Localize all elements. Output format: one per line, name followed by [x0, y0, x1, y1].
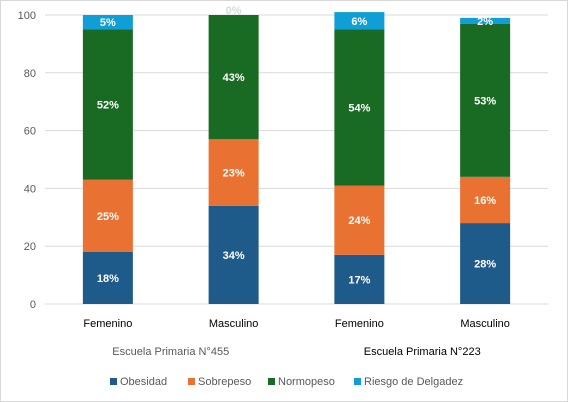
data-label: 6%: [351, 16, 367, 28]
legend-swatch: [354, 378, 361, 385]
bar-obesidad-1: [208, 205, 259, 304]
x-category-label: Femenino: [335, 318, 384, 330]
bar-riesgo-de-delgadez-0: [82, 15, 133, 30]
y-tick-label: 40: [24, 183, 36, 195]
legend-label: Obesidad: [120, 376, 167, 388]
bar-riesgo-de-delgadez-3: [460, 17, 511, 24]
y-tick-label: 0: [30, 299, 36, 311]
data-label: 52%: [97, 100, 119, 112]
bars: [82, 12, 511, 304]
legend-label: Sobrepeso: [198, 376, 251, 388]
y-tick-label: 60: [24, 126, 36, 138]
bar-obesidad-3: [460, 223, 511, 304]
legend-swatch: [268, 378, 275, 385]
bar-normopeso-1: [208, 15, 259, 140]
legend: Obesidad Sobrepeso Normopeso Riesgo de Delg…: [110, 376, 463, 388]
legend-swatch: [110, 378, 117, 385]
data-label: 17%: [348, 274, 370, 286]
legend-label: Riesgo de Delgadez: [364, 376, 463, 388]
x-axis-categories: Femenino Masculino Femenino Masculino: [83, 318, 509, 330]
bar-normopeso-0: [82, 29, 133, 180]
data-label: 0%: [226, 5, 242, 17]
y-axis-ticks: 0 20 40 60 80 100: [18, 10, 36, 311]
data-label: 2%: [477, 16, 493, 28]
data-label: 28%: [474, 259, 496, 271]
x-group-label: Escuela Primaria N°223: [364, 346, 481, 358]
data-label: 53%: [474, 95, 496, 107]
bar-obesidad-0: [82, 251, 133, 304]
bar-normopeso-2: [334, 29, 385, 186]
data-label: 5%: [100, 17, 116, 29]
bar-sobrepeso-2: [334, 185, 385, 255]
x-category-label: Masculino: [209, 318, 259, 330]
bar-sobrepeso-1: [208, 139, 259, 206]
data-label: 24%: [348, 215, 370, 227]
data-label: 16%: [474, 195, 496, 207]
y-tick-label: 80: [24, 68, 36, 80]
data-label: 23%: [223, 168, 245, 180]
bar-sobrepeso-3: [460, 176, 511, 224]
bar-normopeso-3: [460, 23, 511, 177]
legend-swatch: [188, 378, 195, 385]
data-label: 34%: [223, 250, 245, 262]
x-category-label: Femenino: [83, 318, 132, 330]
y-tick-label: 20: [24, 241, 36, 253]
data-label: 18%: [97, 273, 119, 285]
data-label: 54%: [348, 102, 370, 114]
data-label: 25%: [97, 211, 119, 223]
legend-label: Normopeso: [278, 376, 335, 388]
data-label: 43%: [223, 72, 245, 84]
bar-obesidad-2: [334, 254, 385, 304]
x-group-label: Escuela Primaria N°455: [112, 346, 229, 358]
y-tick-label: 100: [18, 10, 36, 22]
bar-sobrepeso-0: [82, 179, 133, 252]
bar-riesgo-de-delgadez-2: [334, 12, 385, 30]
x-axis-groups: Escuela Primaria N°455 Escuela Primaria N…: [112, 346, 480, 358]
data-labels: 18% 25% 52% 5% 34% 23% 43% 0% 17% 24% 54% 6% 28% 16% 5…: [97, 5, 496, 286]
x-category-label: Masculino: [460, 318, 510, 330]
